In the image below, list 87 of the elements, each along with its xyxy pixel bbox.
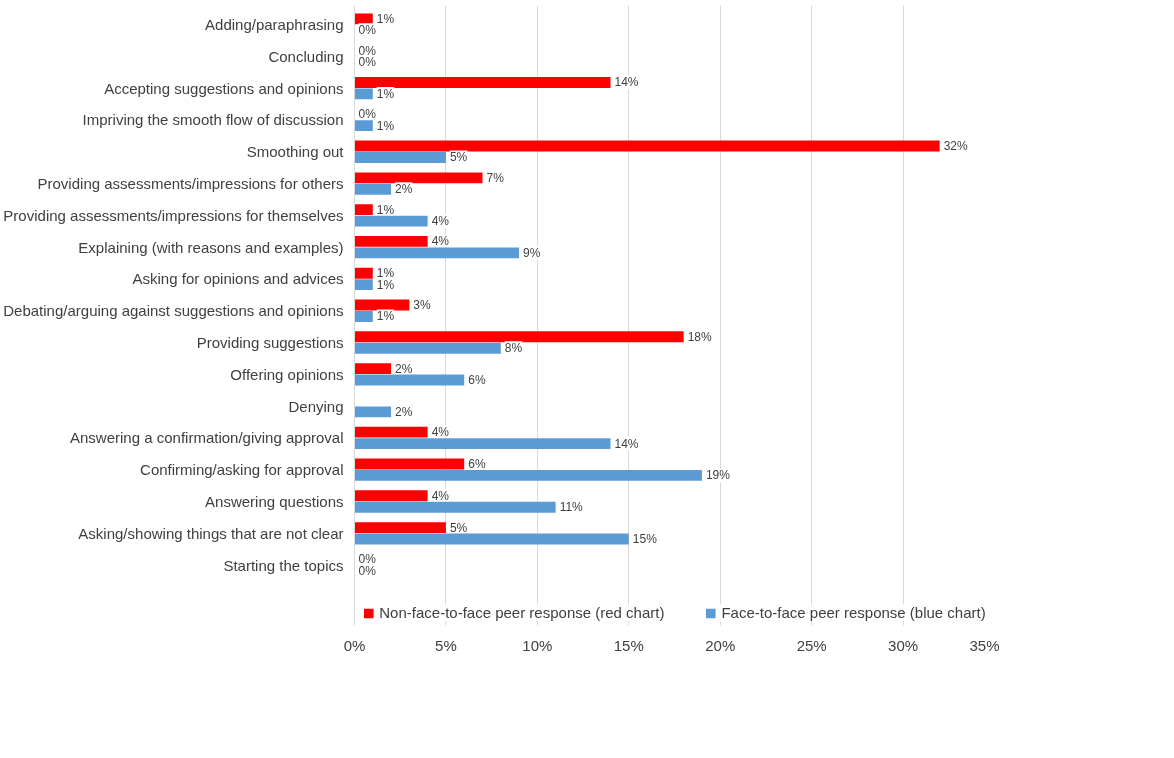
y-tick-label: Answering a confirmation/giving approval [70,429,344,447]
y-tick-label: Smoothing out [246,143,345,161]
bar [354,183,392,195]
bar [354,77,611,88]
data-label: 1% [376,11,395,26]
data-label: 0% [358,55,377,70]
bar [354,374,465,386]
bar [354,311,373,322]
bar [354,152,446,163]
y-tick-label: Asking for opinions and advices [132,270,344,288]
x-tick-label: 25% [796,636,827,654]
data-label: 14% [614,75,639,90]
bar [354,247,520,259]
data-label: 11% [559,500,584,515]
bar [354,533,629,545]
bar [354,469,702,481]
data-label: 1% [376,118,395,133]
bar [354,426,428,438]
y-tick-label: Starting the topics [223,556,344,574]
data-label: 7% [486,170,505,185]
data-label: 2% [395,404,413,419]
bar [354,88,373,100]
y-tick-label: Offering opinions [230,365,344,383]
data-label: 14% [614,436,639,451]
bar [354,438,611,450]
bar [354,342,501,354]
y-tick-label: Asking/showing things that are not clear [78,524,344,542]
x-tick-label: 0% [343,636,366,654]
x-tick-label: 15% [613,636,644,654]
y-tick-label: Adding/paraphrasing [205,16,344,34]
y-tick-label: Providing suggestions [196,334,344,352]
y-tick-label: Denying [288,397,344,415]
data-label: 9% [523,245,541,260]
x-tick-label: 20% [705,636,736,654]
data-label: 1% [376,202,395,217]
data-label: 2% [395,182,413,197]
y-tick-label: Providing assessments/impressions for others [37,175,344,193]
data-label: 0% [358,23,377,38]
data-label: 6% [468,373,486,388]
data-label: 4% [431,234,450,249]
x-tick-label: 5% [435,636,457,654]
data-label: 5% [449,150,468,165]
x-tick-label: 35% [969,636,1000,654]
bar [354,13,373,25]
data-label: 4% [431,214,450,229]
data-label: 19% [705,468,731,483]
bar [354,406,392,418]
y-tick-label: Concluding [268,47,344,65]
data-label: 4% [431,425,450,440]
data-label: 1% [376,309,395,324]
data-label: 0% [358,107,377,122]
bar [354,267,373,279]
y-tick-label: Answering questions [205,493,344,510]
y-tick-label: Providing assessments/impressions for themselves [3,206,344,224]
data-label: 5% [449,520,468,535]
y-tick-label: Accepting suggestions and opinions [104,79,344,97]
x-tick-label: 30% [888,636,919,654]
data-label: 2% [395,361,413,376]
bar [354,490,428,502]
legend-label: Face-to-face peer response (blue chart) [721,604,986,621]
bar [354,458,465,470]
data-label: 18% [687,329,712,344]
bar [354,522,446,534]
bar [354,172,483,184]
bar [354,140,940,152]
data-label: 3% [413,298,432,313]
bar [354,501,556,513]
bar [354,331,684,343]
legend-label: Non-face-to-face peer response (red chart) [379,604,665,621]
bar [354,363,392,375]
y-tick-label: Explaining (with reasons and examples) [78,238,344,256]
bar [354,279,373,291]
bar [354,235,428,247]
x-tick-label: 10% [522,636,553,654]
data-label: 6% [468,456,486,471]
bar [354,120,373,132]
data-label: 15% [632,532,658,547]
y-tick-label: Debating/arguing against suggestions and opinions [3,302,344,320]
data-label: 32% [943,139,968,154]
data-label: 0% [358,43,377,58]
bar [354,204,373,216]
data-label: 1% [376,86,395,101]
data-label: 8% [504,341,523,356]
y-tick-label: Impriving the smooth flow of discussion [82,111,344,129]
data-label: 4% [431,488,450,503]
bar [354,215,428,227]
y-tick-label: Confirming/asking for approval [140,461,344,479]
